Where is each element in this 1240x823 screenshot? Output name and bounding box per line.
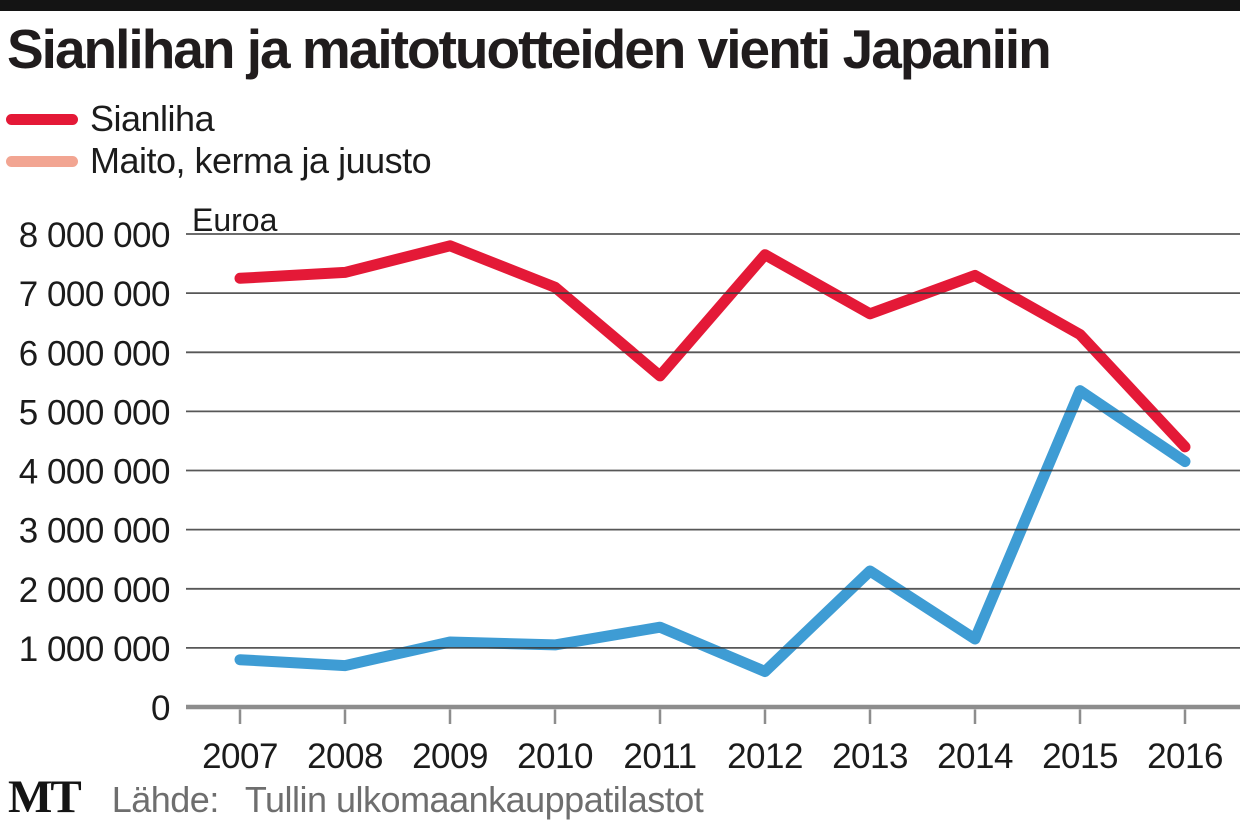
x-axis-label: 2012 [727,737,803,776]
legend-label-sianliha: Sianliha [90,98,215,139]
y-axis-label: 0 [151,689,170,728]
y-axis-label: 7 000 000 [19,275,170,314]
x-axis-label: 2009 [412,737,488,776]
legend-item-sianliha: Sianliha [6,98,431,140]
x-axis-label: 2011 [623,737,696,776]
page-title: Sianlihan ja maitotuotteiden vienti Japa… [7,18,1052,80]
footer: MT Lähde: Tullin ulkomaankauppatilastot [8,770,704,823]
legend-swatch-maito [6,155,78,167]
y-axis-label: 4 000 000 [19,453,170,492]
y-axis-label: 6 000 000 [19,334,170,373]
x-axis-label: 2016 [1147,737,1223,776]
source-label: Lähde: [111,779,220,820]
x-axis-label: 2014 [937,737,1013,776]
y-axis-label: 2 000 000 [19,571,170,610]
source-text: Tullin ulkomaankauppatilastot [244,779,704,820]
x-axis-label: 2013 [832,737,908,776]
y-axis-unit-label: Euroa [192,202,278,238]
chart: Euroa 0 1 000 000 2 000 000 3 000 000 4 000 0… [19,202,1240,776]
x-axis-label: 2015 [1042,737,1118,776]
series-line-maito-kerma-ja-juusto [234,385,1191,677]
x-axis-label: 2008 [307,737,383,776]
mt-logo: MT [8,771,82,823]
legend: Sianliha Maito, kerma ja juusto [6,98,432,182]
legend-item-maito: Maito, kerma ja juusto [6,140,432,182]
series-line-sianliha [234,240,1191,453]
top-bar [0,0,1240,11]
legend-swatch-sianliha [6,113,78,125]
y-axis-label: 8 000 000 [19,216,170,255]
x-axis-label: 2010 [517,737,593,776]
y-axis-label: 3 000 000 [19,512,170,551]
x-axis-label: 2007 [202,737,278,776]
y-axis-label: 5 000 000 [19,393,170,432]
y-axis-label: 1 000 000 [19,630,170,669]
legend-label-maito: Maito, kerma ja juusto [90,140,432,181]
